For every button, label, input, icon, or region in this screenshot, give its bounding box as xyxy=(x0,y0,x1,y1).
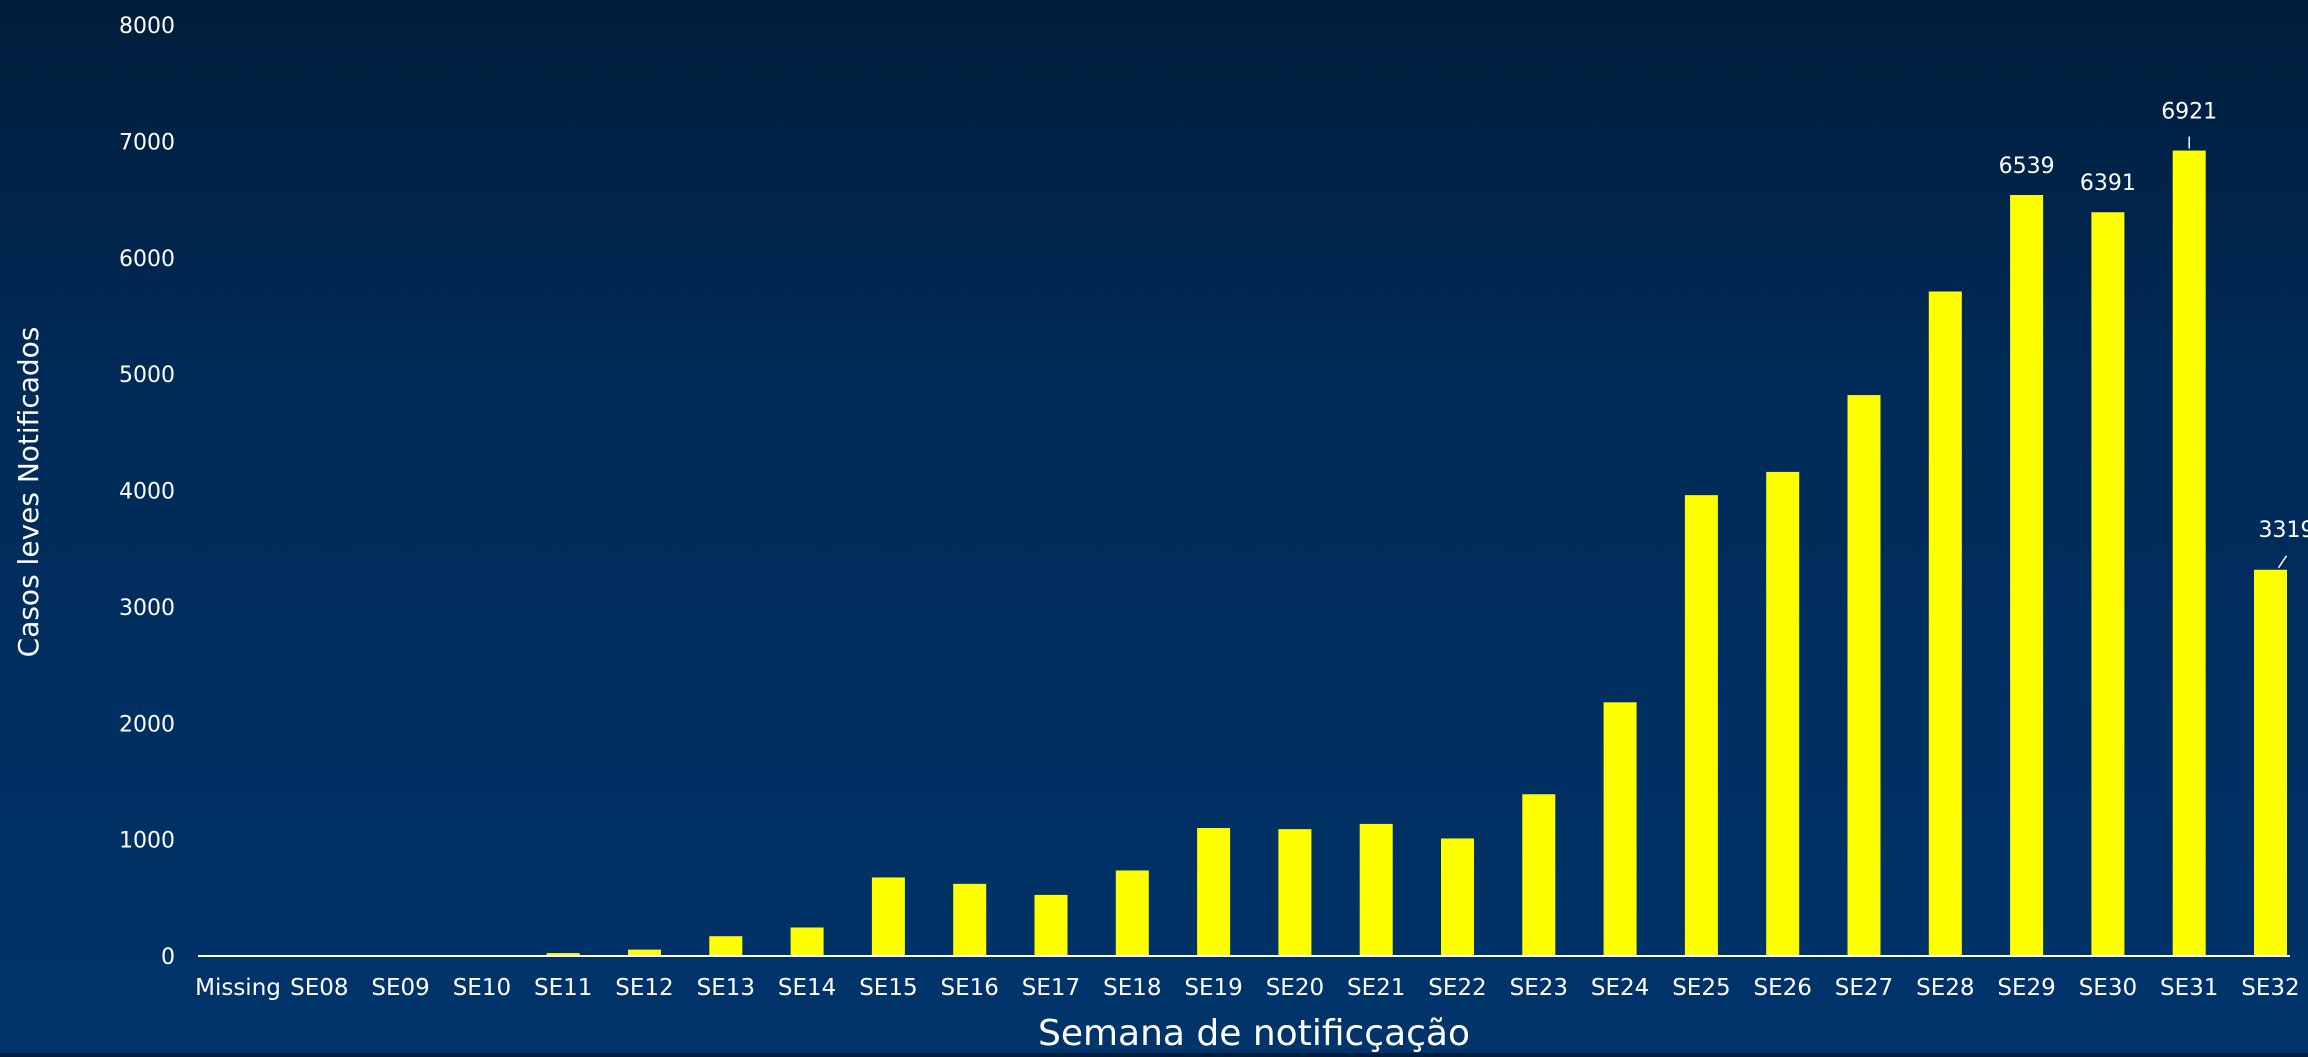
x-axis-ticks: Missing SE08 SE09 SE10 SE11 SE12 SE13 SE14 SE15 S… xyxy=(195,975,2300,1001)
x-tick-label: SE31 xyxy=(2160,975,2218,1001)
y-tick-label: 8000 xyxy=(119,14,175,39)
y-tick-label: 3000 xyxy=(119,596,175,621)
bar xyxy=(953,884,986,956)
y-tick-label: 4000 xyxy=(119,480,175,505)
x-tick-label: SE19 xyxy=(1184,975,1242,1001)
bar xyxy=(1848,395,1881,956)
x-tick-label: SE21 xyxy=(1347,975,1405,1001)
x-tick-label: SE18 xyxy=(1103,975,1161,1001)
x-tick-label: SE12 xyxy=(615,975,673,1001)
x-tick-label: SE25 xyxy=(1672,975,1730,1001)
bar xyxy=(1766,472,1799,956)
x-tick-label: SE15 xyxy=(859,975,917,1001)
bar xyxy=(1278,829,1311,956)
x-tick-label: SE17 xyxy=(1022,975,1080,1001)
bar xyxy=(2091,212,2124,956)
bar xyxy=(709,936,742,956)
x-tick-label: SE08 xyxy=(290,975,348,1001)
bars xyxy=(303,151,2287,956)
bar xyxy=(1116,870,1149,956)
x-tick-label: Missing xyxy=(195,975,281,1001)
y-axis-title: Casos leves Notificados xyxy=(12,327,45,658)
x-tick-label: SE30 xyxy=(2079,975,2137,1001)
bar xyxy=(1441,838,1474,956)
bar xyxy=(1604,702,1637,956)
bar xyxy=(1929,291,1962,956)
data-label: 3319 xyxy=(2259,518,2308,543)
x-axis-title: Semana de notificçação xyxy=(1038,1013,1470,1053)
data-label-leader xyxy=(2279,556,2287,568)
x-tick-label: SE29 xyxy=(1997,975,2055,1001)
x-tick-label: SE28 xyxy=(1916,975,1974,1001)
bar xyxy=(1522,794,1555,956)
bar xyxy=(1685,495,1718,956)
bar xyxy=(2173,151,2206,956)
x-tick-label: SE27 xyxy=(1835,975,1893,1001)
x-tick-label: SE16 xyxy=(940,975,998,1001)
x-tick-label: SE24 xyxy=(1591,975,1649,1001)
bar xyxy=(1035,895,1068,956)
bar xyxy=(2010,195,2043,956)
x-tick-label: SE10 xyxy=(453,975,511,1001)
data-label: 6921 xyxy=(2161,100,2217,125)
y-tick-label: 0 xyxy=(161,945,175,970)
x-tick-label: SE23 xyxy=(1510,975,1568,1001)
y-tick-label: 1000 xyxy=(119,829,175,854)
data-label: 6539 xyxy=(1999,154,2055,179)
y-tick-label: 7000 xyxy=(119,130,175,155)
y-axis-ticks: 0 1000 2000 3000 4000 5000 6000 7000 8000 xyxy=(119,14,175,970)
y-tick-label: 2000 xyxy=(119,712,175,737)
x-tick-label: SE22 xyxy=(1428,975,1486,1001)
bar xyxy=(2254,570,2287,956)
y-tick-label: 6000 xyxy=(119,247,175,272)
x-tick-label: SE14 xyxy=(778,975,836,1001)
x-tick-label: SE09 xyxy=(371,975,429,1001)
x-tick-label: SE26 xyxy=(1753,975,1811,1001)
bar xyxy=(872,877,905,956)
bar xyxy=(1197,828,1230,956)
bar xyxy=(1360,824,1393,956)
data-labels: 6539 6391 6921 3319 xyxy=(1999,100,2308,568)
x-tick-label: SE20 xyxy=(1266,975,1324,1001)
data-label: 6391 xyxy=(2080,171,2136,196)
x-tick-label: SE32 xyxy=(2241,975,2299,1001)
y-tick-label: 5000 xyxy=(119,363,175,388)
x-tick-label: SE11 xyxy=(534,975,592,1001)
x-tick-label: SE13 xyxy=(697,975,755,1001)
bar xyxy=(791,927,824,956)
